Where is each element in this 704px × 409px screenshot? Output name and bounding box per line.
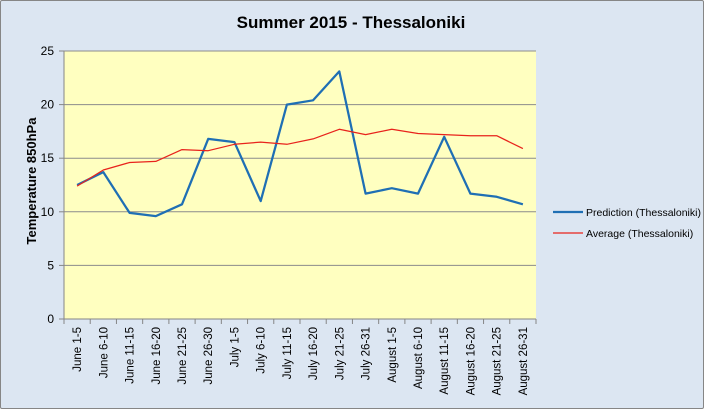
y-axis-ticks: 0 5 10 15 20 25 xyxy=(41,44,64,326)
data-point xyxy=(391,128,393,130)
data-point xyxy=(129,162,131,164)
x-tick-label: June 21-25 xyxy=(177,327,189,385)
data-point xyxy=(207,138,209,140)
y-tick-label: 15 xyxy=(41,151,55,165)
data-point xyxy=(391,187,393,189)
x-tick-label: August 6-10 xyxy=(413,327,425,389)
y-tick-label: 20 xyxy=(41,98,55,112)
data-point xyxy=(522,203,524,205)
data-point xyxy=(312,138,314,140)
series-line xyxy=(76,128,524,187)
data-point xyxy=(129,212,131,214)
x-tick-label: June 6-10 xyxy=(98,327,110,378)
x-tick-label: July 16-20 xyxy=(308,327,320,380)
y-tick-label: 25 xyxy=(41,44,55,58)
data-point xyxy=(312,100,314,102)
data-point xyxy=(76,185,78,187)
x-tick-label: August 26-31 xyxy=(518,327,530,395)
data-point xyxy=(339,71,341,73)
x-tick-label: July 1-5 xyxy=(229,327,241,367)
y-tick-label: 5 xyxy=(47,258,54,272)
x-tick-label: August 11-15 xyxy=(439,327,451,395)
x-tick-label: July 6-10 xyxy=(256,327,268,374)
y-tick-label: 0 xyxy=(47,312,54,326)
data-point xyxy=(522,148,524,150)
data-point xyxy=(339,128,341,130)
data-point xyxy=(155,215,157,217)
data-point xyxy=(155,161,157,163)
data-point xyxy=(286,143,288,145)
x-tick-label: August 16-20 xyxy=(465,327,477,395)
data-point xyxy=(365,134,367,136)
data-point xyxy=(365,193,367,195)
data-point xyxy=(496,196,498,198)
data-point xyxy=(260,141,262,143)
data-point xyxy=(181,149,183,151)
x-axis-ticks: June 1-5 June 6-10 June 11-15 June 16-20 Jun… xyxy=(63,319,537,395)
y-axis-label: Temperature 850hPa xyxy=(24,117,39,245)
data-point xyxy=(470,135,472,137)
plot-area xyxy=(64,51,536,319)
data-point xyxy=(234,141,236,143)
data-point xyxy=(103,169,105,171)
x-tick-label: August 21-25 xyxy=(492,327,504,395)
data-point xyxy=(417,133,419,135)
data-point xyxy=(286,104,288,106)
data-point xyxy=(234,143,236,145)
x-tick-label: July 21-25 xyxy=(334,327,346,380)
x-tick-label: July 11-15 xyxy=(282,327,294,379)
legend-label: Prediction (Thessaloniki) xyxy=(586,207,701,219)
y-tick-label: 10 xyxy=(41,205,55,219)
x-tick-label: August 1-5 xyxy=(387,327,399,383)
data-point xyxy=(181,203,183,205)
data-point xyxy=(207,150,209,152)
legend-label: Average (Thessaloniki) xyxy=(586,228,693,240)
x-tick-label: June 1-5 xyxy=(72,327,84,372)
series-lines xyxy=(76,70,524,218)
data-point xyxy=(103,171,105,173)
x-tick-label: June 11-15 xyxy=(125,327,137,384)
data-point xyxy=(443,134,445,136)
data-point xyxy=(417,193,419,195)
x-tick-label: June 16-20 xyxy=(151,327,163,385)
data-point xyxy=(470,193,472,195)
x-tick-label: June 26-30 xyxy=(203,327,215,385)
x-tick-label: July 26-31 xyxy=(361,327,373,380)
axes xyxy=(63,51,536,320)
data-point xyxy=(443,136,445,138)
data-point xyxy=(496,135,498,137)
series-line xyxy=(76,70,524,218)
chart-title: Summer 2015 - Thessaloniki xyxy=(237,13,466,32)
data-point xyxy=(260,200,262,202)
legend: Prediction (Thessaloniki) Average (Thessa… xyxy=(553,207,701,240)
